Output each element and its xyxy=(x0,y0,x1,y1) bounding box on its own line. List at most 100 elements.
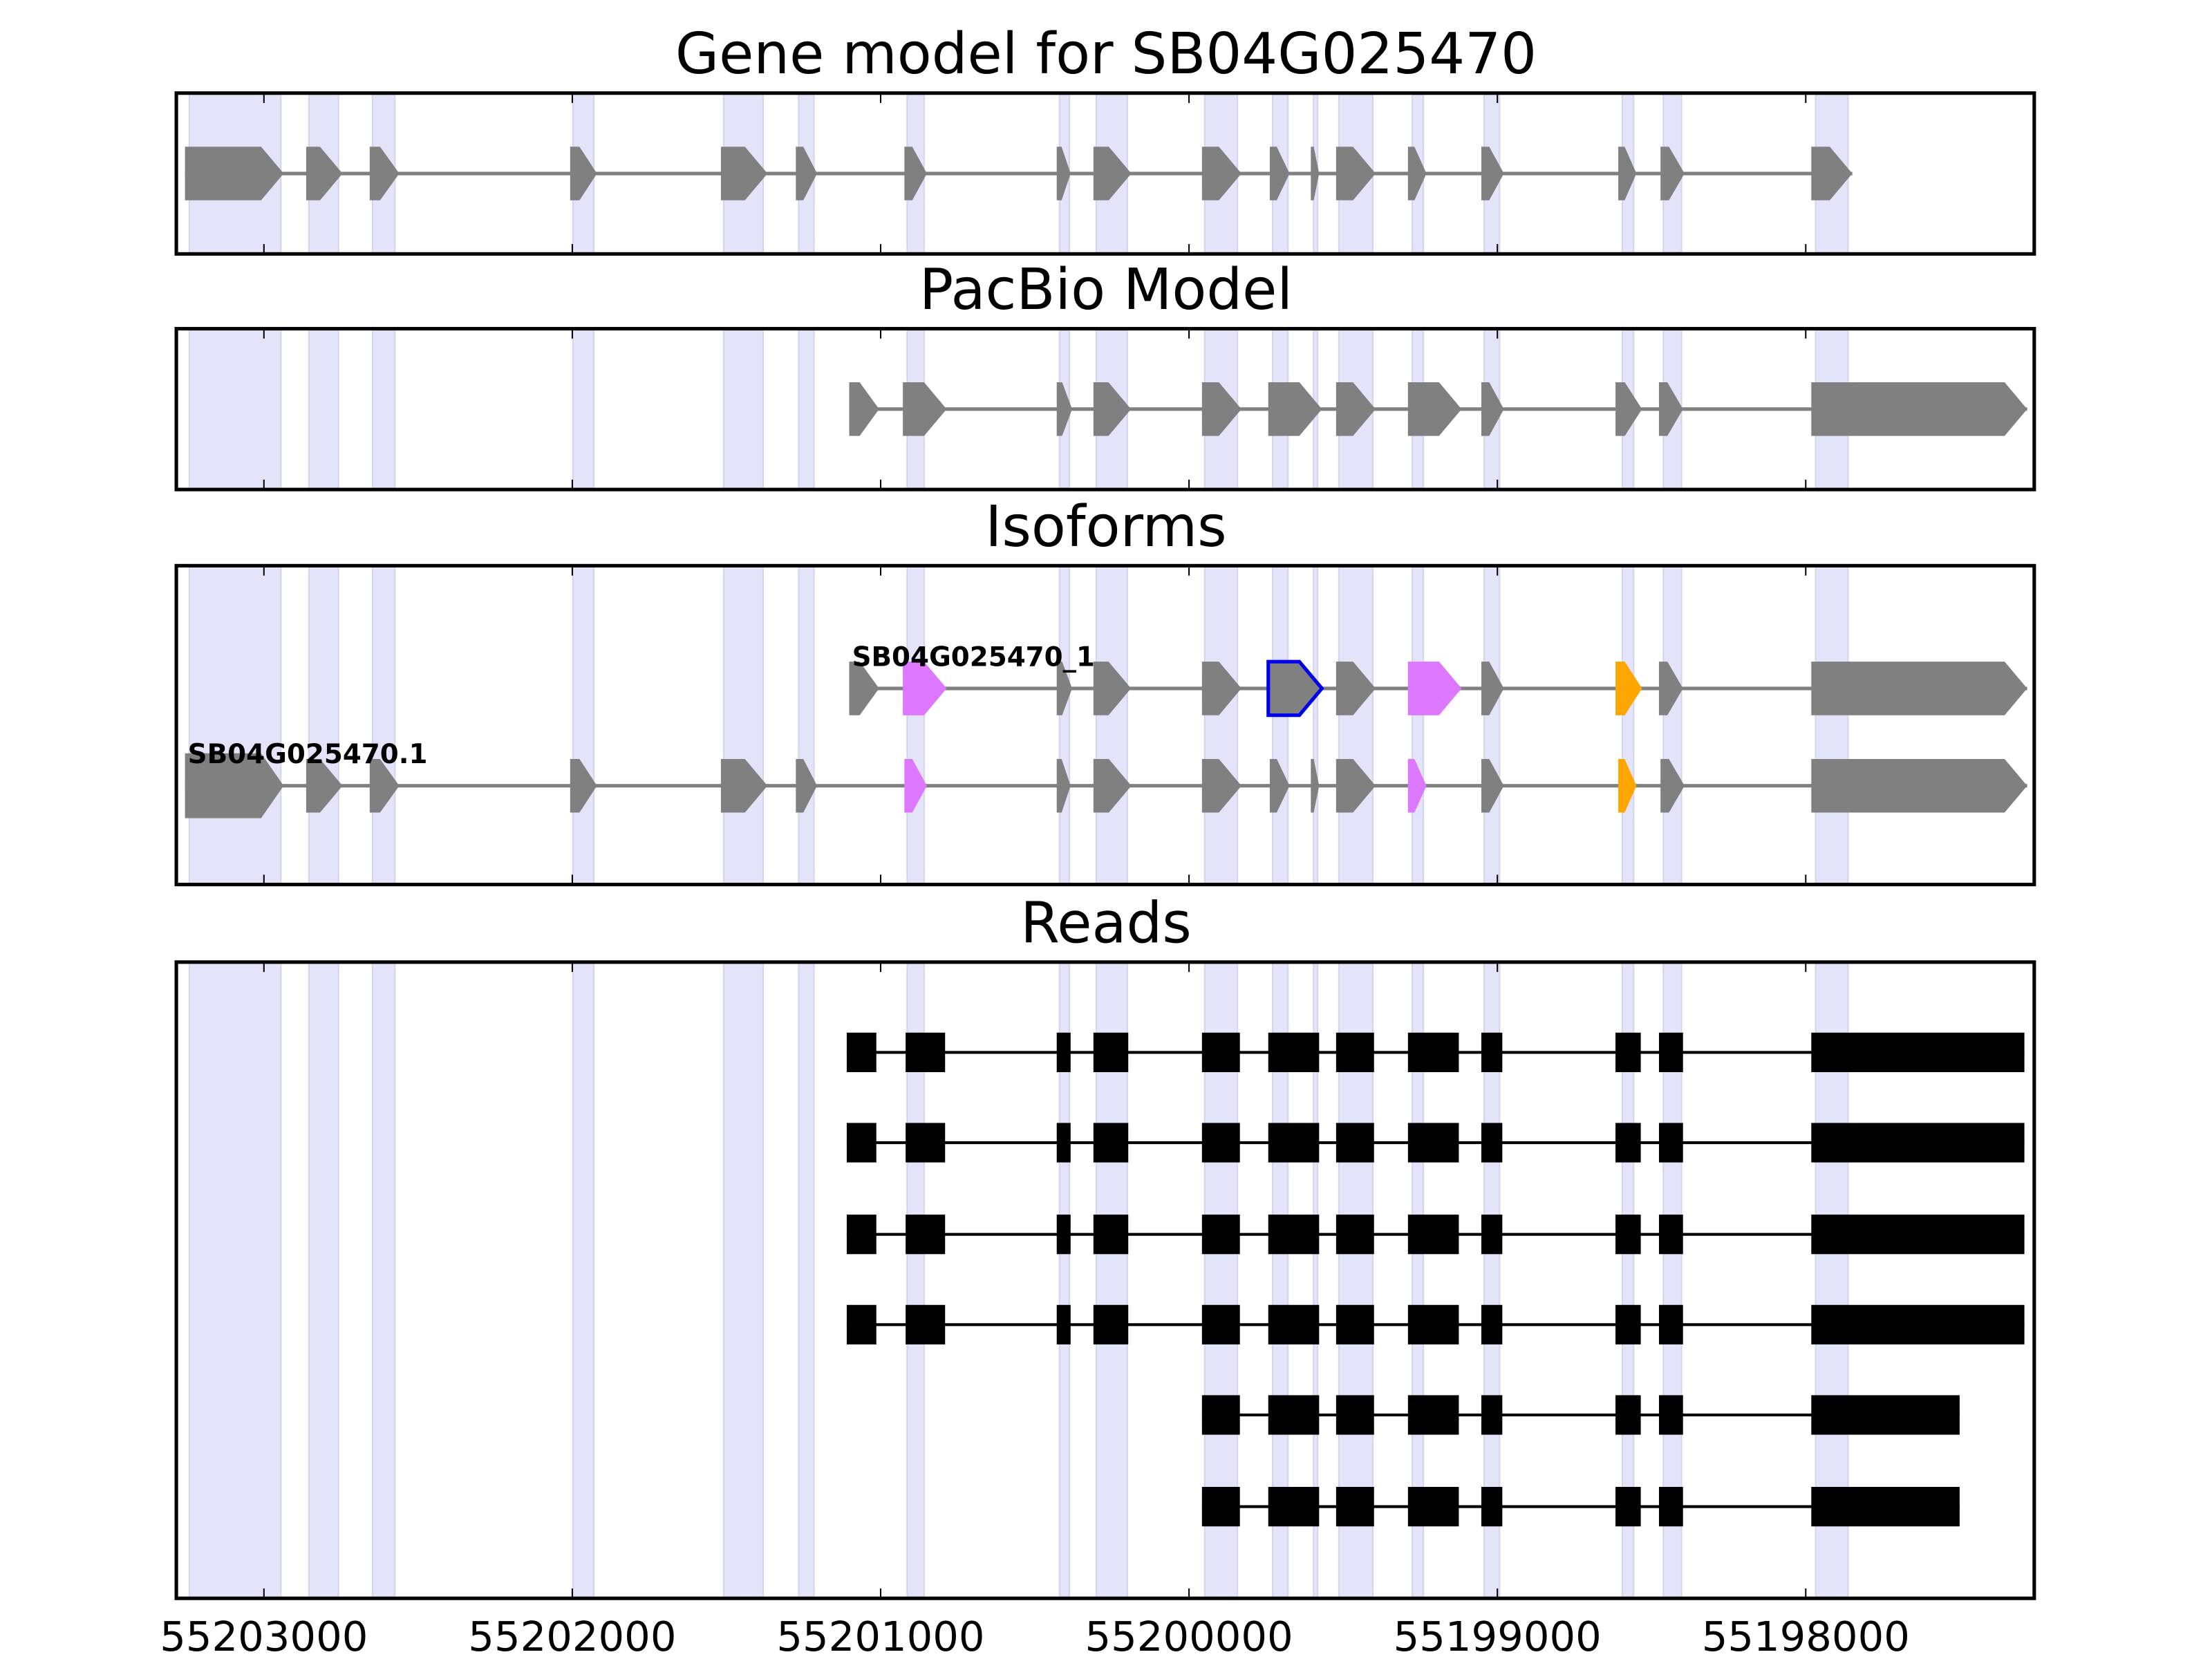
read-exon xyxy=(1056,1123,1071,1163)
panel-1 xyxy=(174,326,2036,491)
exon-band xyxy=(1662,565,1683,885)
exon-band xyxy=(798,565,815,885)
read-exon xyxy=(1056,1215,1071,1255)
read-exon xyxy=(846,1215,877,1255)
panel-frame xyxy=(174,91,2036,256)
read-exon xyxy=(1658,1032,1683,1073)
read-exon xyxy=(1201,1487,1240,1527)
read-exon xyxy=(1268,1215,1320,1255)
read-exon xyxy=(906,1032,946,1073)
panel-frame xyxy=(174,960,2036,1600)
exon xyxy=(1658,662,1683,715)
x-tick-label: 55198000 xyxy=(1702,1613,1910,1659)
read-exon xyxy=(1658,1395,1683,1435)
exon xyxy=(720,758,768,813)
exon-band xyxy=(1621,565,1635,885)
exon-band xyxy=(798,961,815,1600)
exon xyxy=(1093,147,1132,200)
read-exon xyxy=(1811,1032,2025,1073)
exon xyxy=(1056,382,1073,436)
read-exon xyxy=(1201,1032,1240,1073)
read-exon xyxy=(1201,1395,1240,1435)
read-exon xyxy=(906,1123,946,1163)
panel-title-isoforms: Isoforms xyxy=(985,494,1226,560)
read-exon xyxy=(1268,1304,1320,1344)
read-exon xyxy=(1093,1123,1129,1163)
exon-band xyxy=(371,565,396,885)
exon xyxy=(796,758,818,813)
x-tick-label: 55199000 xyxy=(1394,1613,1602,1659)
exon xyxy=(904,147,927,200)
x-tick-label: 55200000 xyxy=(1085,1613,1293,1659)
exon xyxy=(1615,382,1642,436)
read-exon xyxy=(1335,1487,1374,1527)
panel-3 xyxy=(174,960,2036,1600)
exon-band xyxy=(722,565,765,885)
read-exon xyxy=(1811,1304,2025,1344)
exon xyxy=(1335,382,1376,436)
read-exon xyxy=(1335,1304,1374,1344)
exon-band xyxy=(1313,565,1319,885)
exon xyxy=(1201,758,1241,813)
exon-band xyxy=(188,565,282,885)
panel-frame xyxy=(174,326,2036,491)
panel-title-gene-model: Gene model for SB04G025470 xyxy=(675,21,1537,87)
exon-band xyxy=(308,565,339,885)
exon-band xyxy=(188,961,282,1600)
read-exon xyxy=(1615,1487,1641,1527)
read-exon xyxy=(1811,1487,1960,1527)
exon xyxy=(1335,147,1376,200)
read-exon xyxy=(1335,1123,1374,1163)
read-exon xyxy=(1201,1215,1240,1255)
read-exon xyxy=(1615,1215,1641,1255)
exon xyxy=(1201,147,1241,200)
exon xyxy=(1481,147,1504,200)
exon xyxy=(1093,758,1132,813)
panel-2: SB04G025470_1 SB04G025470.1 xyxy=(174,563,2036,887)
exon xyxy=(1056,662,1073,715)
exon xyxy=(849,382,879,436)
read-exon xyxy=(1056,1032,1071,1073)
exon xyxy=(369,147,400,200)
exon-band xyxy=(722,961,765,1600)
exon-band xyxy=(1058,565,1071,885)
exon xyxy=(1811,758,2027,813)
exon-band xyxy=(572,961,595,1600)
exon-orange xyxy=(1618,758,1637,813)
read-exon xyxy=(1407,1395,1459,1435)
read-exon xyxy=(1335,1215,1374,1255)
exon xyxy=(1268,382,1322,436)
exon-outline xyxy=(1266,659,1324,718)
exon xyxy=(903,382,947,436)
read-exon xyxy=(906,1304,946,1344)
read-exon xyxy=(1481,1304,1503,1344)
exon xyxy=(1056,147,1071,200)
exon xyxy=(1660,758,1685,813)
read-exon xyxy=(846,1032,877,1073)
read-exon xyxy=(1093,1304,1129,1344)
read-exon xyxy=(1481,1215,1503,1255)
exon-band xyxy=(371,961,396,1600)
panel-title-pacbio: PacBio Model xyxy=(919,257,1293,323)
exon xyxy=(1311,758,1320,813)
read-exon xyxy=(1335,1032,1374,1073)
exon xyxy=(720,147,768,200)
read-exon xyxy=(1658,1304,1683,1344)
exon-band xyxy=(1815,565,1849,885)
x-tick-label: 55202000 xyxy=(468,1613,676,1659)
exon-violet xyxy=(903,662,947,715)
read-exon xyxy=(1615,1123,1641,1163)
exon-band xyxy=(1271,565,1289,885)
read-exon xyxy=(1268,1487,1320,1527)
exon xyxy=(1201,382,1241,436)
exon xyxy=(185,147,284,200)
read-exon xyxy=(1407,1123,1459,1163)
exon xyxy=(796,147,818,200)
exon xyxy=(185,753,284,818)
read-exon xyxy=(1658,1123,1683,1163)
exon-band xyxy=(1203,565,1239,885)
exon-band xyxy=(798,328,815,491)
exon xyxy=(369,758,400,813)
exon xyxy=(1269,758,1290,813)
